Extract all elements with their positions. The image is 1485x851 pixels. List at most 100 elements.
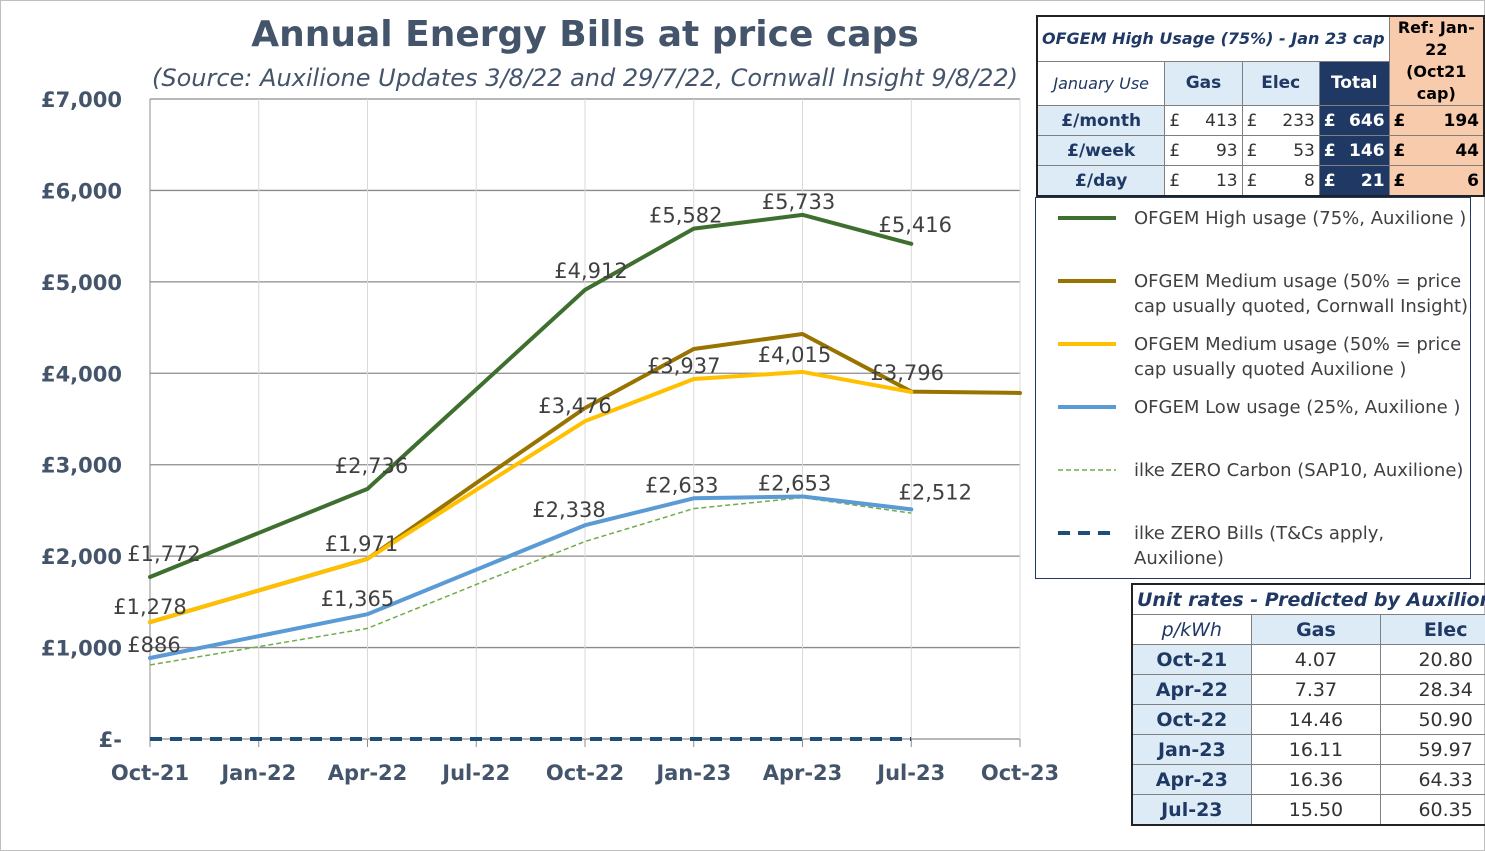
money-cell: £413 (1164, 105, 1243, 136)
y-tick-label: £7,000 (41, 88, 122, 112)
elec-rate-cell: 59.97 (1380, 734, 1485, 765)
gas-rate-cell: 15.50 (1250, 794, 1382, 826)
row-label: £/month (1036, 105, 1166, 136)
data-label: £5,733 (762, 190, 835, 214)
gas-rate-cell: 7.37 (1250, 674, 1382, 705)
legend-label: ilke ZERO Carbon (SAP10, Auxilione) (1134, 460, 1464, 481)
data-label: £2,338 (532, 498, 605, 522)
x-tick-label: Apr-23 (763, 761, 843, 785)
legend-swatch (1058, 531, 1116, 535)
data-label: £2,633 (645, 473, 718, 497)
y-tick-label: £4,000 (41, 362, 122, 386)
data-label: £2,512 (899, 480, 972, 504)
axes: £- £1,000 £2,000 £3,000 £4,000 £5,000 £6,000 £7… (41, 88, 1059, 785)
bills-row: £/week £93 £53 £146 £44 (1036, 135, 1485, 166)
x-tick-label: Jan-22 (219, 761, 296, 785)
legend-swatch (1058, 405, 1116, 409)
money-cell: £13 (1164, 165, 1243, 197)
data-label: £2,653 (758, 471, 831, 495)
legend-label: OFGEM Low usage (25%, Auxilione ) (1134, 397, 1461, 418)
y-tick-label: £- (99, 728, 122, 752)
data-label: £3,476 (538, 394, 611, 418)
ref-header: Ref: Jan-22 (Oct21 cap) (1388, 15, 1485, 106)
unit-row: Oct-21 4.07 20.80 (1131, 644, 1485, 675)
elec-rate-cell: 50.90 (1380, 704, 1485, 735)
period-cell: Oct-21 (1131, 644, 1252, 675)
col-total-header: Total (1318, 60, 1390, 107)
gridlines (149, 98, 1021, 740)
use-label: January Use (1036, 60, 1166, 107)
unit-row: Oct-22 14.46 50.90 (1131, 704, 1485, 735)
unit-row: Apr-23 16.36 64.33 (1131, 764, 1485, 795)
money-cell: £6 (1388, 165, 1485, 197)
elec-rate-cell: 20.80 (1380, 644, 1485, 675)
data-label: £4,015 (758, 343, 831, 367)
chart-title: Annual Energy Bills at price caps (251, 14, 919, 55)
data-labels: £1,772 £2,736 £4,912 £5,582 £5,733 £5,416 £1,2… (113, 190, 972, 657)
x-tick-label: Jul-22 (440, 761, 510, 785)
bills-table-caption: OFGEM High Usage (75%) - Jan 23 cap (1036, 15, 1390, 62)
money-cell: £53 (1241, 135, 1320, 166)
money-cell: £233 (1241, 105, 1320, 136)
period-cell: Jul-23 (1131, 794, 1252, 826)
data-label: £1,365 (321, 587, 394, 611)
data-label: £5,416 (879, 213, 952, 237)
data-label: £886 (127, 633, 180, 657)
y-tick-label: £1,000 (41, 637, 122, 661)
unit-col-elec: Elec (1380, 614, 1485, 645)
chart-legend: OFGEM High usage (75%, Auxilione ) OFGEM … (1035, 197, 1471, 579)
money-cell: £646 (1318, 105, 1390, 136)
legend-swatch (1058, 342, 1116, 346)
legend-swatch (1058, 279, 1116, 283)
data-label: £1,772 (127, 542, 200, 566)
row-label: £/week (1036, 135, 1166, 166)
unit-table-caption: Unit rates - Predicted by Auxilione (1131, 583, 1485, 615)
series-line (148, 494, 914, 660)
money-cell: £93 (1164, 135, 1243, 166)
bills-row: £/day £13 £8 £21 £6 (1036, 165, 1485, 197)
series-line (148, 369, 914, 625)
gas-rate-cell: 16.11 (1250, 734, 1382, 765)
data-label: £3,796 (871, 361, 944, 385)
y-tick-label: £2,000 (41, 545, 122, 569)
x-tick-label: Oct-23 (981, 761, 1059, 785)
data-label: £1,971 (325, 532, 398, 556)
data-label: £1,278 (113, 595, 186, 619)
x-tick-label: Apr-22 (328, 761, 408, 785)
data-label: £5,582 (649, 204, 722, 228)
y-tick-label: £6,000 (41, 179, 122, 203)
legend-label: OFGEM Medium usage (50% = price cap usua… (1134, 271, 1469, 317)
period-cell: Apr-23 (1131, 764, 1252, 795)
series-lines (148, 212, 1022, 741)
row-label: £/day (1036, 165, 1166, 197)
x-tick-label: Jan-23 (654, 761, 731, 785)
series-line (149, 496, 912, 666)
col-gas-header: Gas (1164, 60, 1243, 107)
y-tick-label: £3,000 (41, 454, 122, 478)
x-tick-label: Oct-22 (546, 761, 624, 785)
bills-row: £/month £413 £233 £646 £194 (1036, 105, 1485, 136)
data-label: £2,736 (335, 454, 408, 478)
elec-rate-cell: 60.35 (1380, 794, 1485, 826)
money-cell: £44 (1388, 135, 1485, 166)
col-elec-header: Elec (1241, 60, 1320, 107)
unit-label: p/kWh (1131, 614, 1252, 645)
money-cell: £21 (1318, 165, 1390, 197)
gas-rate-cell: 4.07 (1250, 644, 1382, 675)
data-label: £4,912 (554, 259, 627, 283)
unit-row: Apr-22 7.37 28.34 (1131, 674, 1485, 705)
y-tick-label: £5,000 (41, 271, 122, 295)
legend-label: OFGEM High usage (75%, Auxilione ) (1134, 208, 1467, 229)
period-cell: Oct-22 (1131, 704, 1252, 735)
legend-swatch (1058, 216, 1116, 220)
x-tick-label: Jul-23 (875, 761, 945, 785)
money-cell: £146 (1318, 135, 1390, 166)
period-cell: Apr-22 (1131, 674, 1252, 705)
unit-rates-table: Unit rates - Predicted by Auxilione p/kW… (1131, 583, 1485, 826)
bills-table: OFGEM High Usage (75%) - Jan 23 cap Ref:… (1036, 15, 1485, 197)
data-label: £3,937 (647, 354, 720, 378)
unit-row: Jul-23 15.50 60.35 (1131, 794, 1485, 826)
legend-swatch (1058, 469, 1116, 471)
period-cell: Jan-23 (1131, 734, 1252, 765)
